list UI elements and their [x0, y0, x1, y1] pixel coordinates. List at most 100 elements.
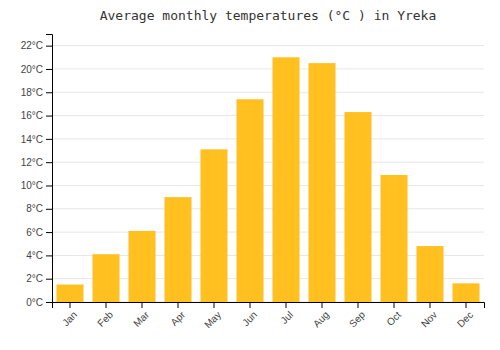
x-axis-line	[53, 303, 485, 309]
x-tick-label: Dec	[455, 309, 475, 329]
bar	[273, 57, 300, 302]
bar	[93, 254, 120, 302]
bar	[381, 175, 408, 302]
y-tick-mark	[46, 69, 52, 70]
y-tick-mark	[46, 185, 52, 186]
grid-line	[52, 115, 484, 116]
y-tick-label: 8°C	[26, 203, 43, 214]
y-tick-mark	[46, 92, 52, 93]
x-tick-mark	[430, 302, 431, 308]
bar	[129, 231, 156, 302]
x-tick: Sep	[347, 302, 368, 329]
x-tick: Nov	[419, 302, 439, 329]
x-tick-mark	[394, 302, 395, 308]
x-tick-mark	[142, 302, 143, 308]
chart: Jan Feb Mar Apr May Jun Jul Aug Sep Oct Nov Dec 0°C 2…	[0, 0, 500, 350]
grid-line	[52, 232, 484, 233]
y-axis: 0°C 2°C 4°C 6°C 8°C 10°C 12°C 14°C 16°C 18°C 20°C 2…	[21, 35, 53, 308]
y-tick: 8°C	[26, 203, 52, 214]
bar	[453, 283, 480, 302]
y-tick: 10°C	[21, 180, 52, 191]
x-tick: May	[202, 302, 223, 330]
y-tick-mark	[46, 302, 52, 303]
y-tick-mark	[46, 139, 52, 140]
grid-line	[52, 92, 484, 93]
x-tick: Apr	[168, 302, 187, 328]
x-tick-label: Aug	[311, 309, 331, 329]
x-tick-mark	[358, 302, 359, 308]
x-tick-label: Apr	[168, 309, 187, 328]
y-tick-label: 6°C	[26, 227, 43, 238]
y-tick: 16°C	[21, 110, 52, 121]
y-tick-label: 16°C	[21, 110, 43, 121]
x-tick-label: Jul	[278, 309, 295, 326]
title: Average monthly temperatures (°C ) in Yr…	[100, 8, 437, 23]
y-tick-mark	[46, 279, 52, 280]
y-tick-mark	[46, 116, 52, 117]
x-tick-mark	[322, 302, 323, 308]
bar	[201, 149, 228, 302]
x-tick: Jun	[240, 302, 259, 328]
bar	[309, 63, 336, 302]
grid	[52, 46, 484, 302]
x-tick-label: Jan	[60, 309, 79, 328]
x-tick: Jul	[278, 302, 295, 326]
y-tick-label: 18°C	[21, 87, 43, 98]
y-tick: 18°C	[21, 87, 52, 98]
y-tick: 2°C	[26, 273, 52, 284]
grid-line	[52, 162, 484, 163]
y-axis-line	[46, 35, 53, 303]
x-tick-label: Feb	[95, 309, 115, 329]
x-tick-mark	[250, 302, 251, 308]
y-tick: 22°C	[21, 40, 52, 51]
x-tick-mark	[70, 302, 71, 308]
y-tick-label: 10°C	[21, 180, 43, 191]
x-tick: Aug	[311, 302, 331, 329]
x-tick: Oct	[384, 302, 403, 328]
grid-line	[52, 45, 484, 46]
y-tick: 0°C	[26, 297, 52, 308]
bar	[237, 99, 264, 302]
grid-line	[52, 138, 484, 139]
bar	[417, 246, 444, 302]
x-axis: Jan Feb Mar Apr May Jun Jul Aug Sep Oct Nov Dec	[53, 302, 485, 330]
x-tick-label: Jun	[240, 309, 259, 328]
x-tick-label: Oct	[384, 309, 403, 328]
x-tick-mark	[214, 302, 215, 308]
y-tick-mark	[46, 232, 52, 233]
y-tick-label: 2°C	[26, 273, 43, 284]
y-tick-mark	[46, 162, 52, 163]
x-tick: Mar	[131, 302, 151, 329]
y-tick-label: 14°C	[21, 134, 43, 145]
y-tick: 6°C	[26, 227, 52, 238]
x-tick-mark	[106, 302, 107, 308]
bar	[345, 112, 372, 302]
y-tick-label: 12°C	[21, 157, 43, 168]
x-tick-mark	[178, 302, 179, 308]
grid-line	[52, 208, 484, 209]
y-tick-mark	[46, 209, 52, 210]
x-tick-mark	[286, 302, 287, 308]
y-tick: 20°C	[21, 64, 52, 75]
y-tick: 12°C	[21, 157, 52, 168]
grid-line	[52, 185, 484, 186]
x-tick-label: Sep	[347, 309, 368, 330]
x-tick: Jan	[60, 302, 79, 328]
x-tick-label: May	[202, 309, 223, 330]
y-tick-label: 22°C	[21, 40, 43, 51]
x-tick-label: Nov	[419, 309, 439, 329]
y-tick-mark	[46, 255, 52, 256]
bar	[165, 197, 192, 302]
x-tick: Dec	[455, 302, 475, 329]
y-tick: 14°C	[21, 134, 52, 145]
y-tick: 4°C	[26, 250, 52, 261]
x-tick-mark	[466, 302, 467, 308]
y-tick-label: 20°C	[21, 64, 43, 75]
plot-area: Jan Feb Mar Apr May Jun Jul Aug Sep Oct Nov Dec 0°C 2…	[21, 35, 485, 331]
grid-line	[52, 68, 484, 69]
x-tick: Feb	[95, 302, 115, 329]
bar	[57, 285, 84, 302]
x-tick-label: Mar	[131, 309, 151, 329]
y-tick-label: 4°C	[26, 250, 43, 261]
y-tick-mark	[46, 46, 52, 47]
